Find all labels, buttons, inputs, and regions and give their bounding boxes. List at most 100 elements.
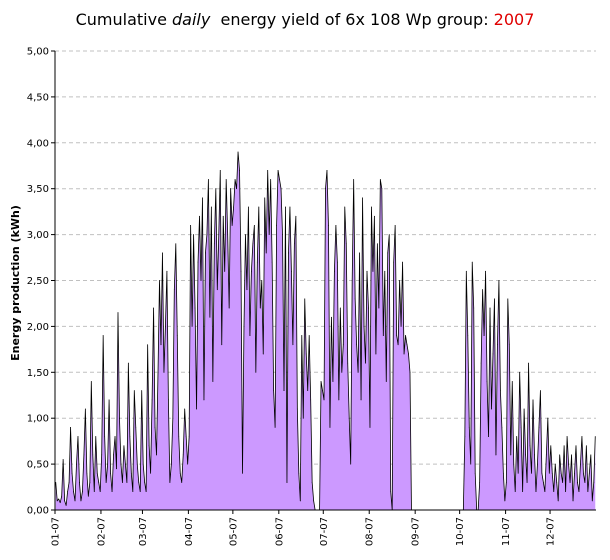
chart-title-year: 2007 [493,10,535,29]
data-point [372,270,374,272]
data-point [67,491,68,493]
y-tick-label: 2,00 [27,322,49,333]
data-point [93,491,95,493]
data-point [76,463,77,465]
data-point [537,463,538,465]
data-point [221,344,223,346]
data-point [310,399,312,401]
data-point [381,188,383,190]
data-point [296,408,298,410]
data-point [288,252,289,254]
data-point [150,472,152,474]
data-point [465,270,467,272]
data-point [62,459,64,460]
data-point [514,491,516,493]
data-point [55,482,57,483]
data-point [102,335,104,336]
y-tick-label: 4,00 [27,138,49,149]
data-point [239,169,240,171]
data-point [560,472,562,474]
data-point [538,426,540,428]
data-point [298,472,300,474]
data-point [387,252,389,254]
data-point [341,371,343,373]
data-point [206,234,208,236]
data-point [354,298,356,300]
data-point [566,436,568,437]
data-point [276,225,277,226]
data-point [464,436,466,437]
data-point [154,426,156,428]
data-point [250,270,252,272]
area-layer [55,151,596,511]
data-point [578,491,580,493]
x-tick-label: 05-07 [228,517,239,546]
data-point [185,436,187,437]
data-point [336,261,338,263]
data-point [267,169,269,171]
data-point [194,307,196,309]
data-point [145,491,147,493]
data-point [58,498,60,500]
data-point [256,261,258,263]
data-point [268,234,270,236]
data-point [95,436,97,437]
data-point [348,417,350,419]
data-point [390,491,392,493]
data-point [71,472,73,474]
data-point [534,454,535,456]
data-point [339,307,341,309]
data-point [507,298,509,300]
data-point [147,344,149,346]
data-point [322,390,323,392]
axis-layer: 0,00 0,50 1,00 1,50 2,00 2,50 3,00 3,50 4,00 4,50… [27,47,596,546]
data-point [166,270,168,272]
data-point [196,408,197,410]
data-point [388,234,390,236]
data-point [338,399,340,401]
data-point [271,261,273,263]
data-point [101,454,103,456]
data-point [273,390,275,392]
data-point [501,426,503,428]
data-point [520,426,522,428]
data-point [90,381,92,382]
data-point [563,445,565,447]
data-point [556,482,558,483]
data-point [489,307,491,309]
data-point [86,472,88,474]
data-point [188,436,190,437]
data-point [227,234,229,236]
data-point [119,417,120,419]
data-point [384,270,386,272]
data-point [331,316,332,318]
data-point [159,280,160,281]
data-point [162,252,163,254]
data-point [228,307,230,309]
data-point [559,454,561,456]
data-point [311,482,313,483]
data-point [270,179,272,180]
data-point [224,270,226,272]
data-point [190,225,192,226]
data-point [532,399,534,401]
data-point [104,436,106,437]
data-point [471,261,473,263]
data-point [179,472,181,474]
data-point [479,482,481,483]
y-tick-label: 0,00 [27,506,49,517]
data-point [111,491,113,493]
data-point [142,463,144,465]
data-point [283,390,285,392]
data-point [557,500,559,502]
data-point [574,472,575,474]
data-point [120,463,122,465]
data-point [400,326,402,327]
y-tick-label: 5,00 [27,47,49,58]
data-point [82,491,83,493]
data-point [125,463,126,465]
data-point [222,215,224,217]
data-point [127,362,129,364]
data-point [571,454,572,456]
data-point [262,353,264,355]
